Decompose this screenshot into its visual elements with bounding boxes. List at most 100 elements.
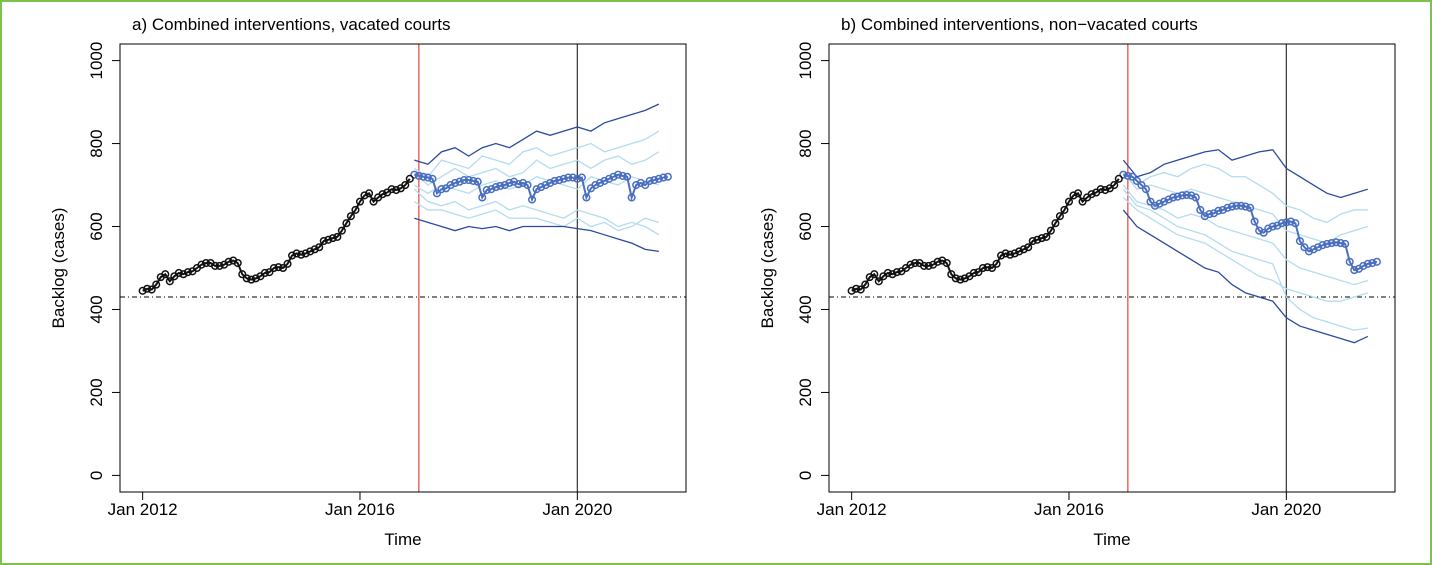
point — [947, 270, 956, 279]
point — [138, 286, 147, 295]
point — [591, 180, 600, 190]
point — [1196, 205, 1205, 214]
point — [1327, 239, 1336, 248]
point — [1218, 205, 1227, 214]
point — [1015, 247, 1024, 256]
series-line — [1122, 149, 1369, 199]
point — [1304, 247, 1314, 256]
point — [618, 171, 627, 180]
x-tick-label: Jan 2020 — [542, 500, 612, 519]
point — [1069, 191, 1078, 200]
point — [1323, 239, 1332, 248]
point — [1150, 201, 1160, 210]
y-tick-label: 0 — [87, 471, 106, 480]
series-line — [413, 151, 660, 186]
point — [269, 263, 279, 273]
point — [346, 212, 355, 221]
point — [1359, 261, 1368, 270]
x-tick-label: Jan 2020 — [1251, 500, 1321, 519]
point — [623, 172, 632, 181]
chart-title: b) Combined interventions, non−vacated c… — [841, 15, 1198, 34]
point — [1055, 212, 1064, 221]
x-tick-label: Jan 2012 — [817, 500, 887, 519]
point — [337, 226, 346, 235]
point — [1259, 228, 1268, 237]
point — [1137, 180, 1146, 190]
point — [1309, 245, 1318, 254]
series-line — [1122, 197, 1369, 302]
point — [1191, 193, 1200, 202]
point — [1318, 241, 1327, 250]
series-line — [1122, 172, 1369, 244]
point — [1119, 170, 1128, 179]
point — [546, 178, 555, 188]
point — [514, 180, 523, 189]
point — [460, 176, 469, 185]
point — [283, 259, 292, 268]
point — [956, 275, 965, 284]
point — [1173, 192, 1182, 201]
point — [233, 258, 242, 268]
point — [527, 195, 537, 204]
point — [1073, 189, 1083, 198]
point — [1227, 202, 1237, 211]
point — [1332, 238, 1341, 247]
point — [143, 284, 152, 293]
panel: a) Combined interventions, vacated court… — [49, 15, 687, 549]
point — [1336, 239, 1345, 248]
point — [559, 174, 568, 183]
point — [478, 193, 487, 202]
point — [532, 185, 541, 194]
point — [306, 247, 315, 256]
point — [437, 185, 446, 194]
y-axis-title: Backlog (cases) — [758, 208, 777, 329]
point — [1164, 195, 1173, 204]
point — [242, 274, 251, 283]
point — [301, 249, 310, 258]
point — [423, 173, 432, 182]
point — [1024, 243, 1033, 252]
series-line — [1122, 163, 1368, 224]
x-axis-title: Time — [1093, 530, 1130, 549]
point — [1110, 180, 1119, 190]
point — [274, 263, 283, 272]
point — [1019, 245, 1028, 254]
point — [469, 176, 478, 185]
point — [1123, 171, 1132, 180]
point — [215, 261, 224, 270]
y-tick-label: 800 — [796, 129, 815, 157]
point — [1087, 190, 1096, 199]
point — [627, 193, 636, 202]
point — [414, 171, 423, 180]
point — [260, 268, 269, 278]
plot-frame — [828, 43, 1396, 493]
point — [1295, 236, 1304, 246]
point — [1250, 217, 1259, 226]
chart-title: a) Combined interventions, vacated court… — [132, 15, 450, 34]
point — [1078, 197, 1087, 206]
point — [251, 274, 260, 283]
point — [1042, 232, 1051, 241]
point — [464, 176, 473, 185]
point — [1155, 199, 1164, 208]
point — [564, 173, 573, 182]
point — [1101, 185, 1110, 195]
point — [1046, 226, 1055, 235]
point — [645, 176, 654, 185]
y-tick-label: 200 — [796, 378, 815, 406]
point — [874, 277, 883, 286]
point — [351, 205, 360, 214]
point — [960, 274, 969, 283]
point — [1182, 190, 1191, 200]
point — [523, 180, 532, 190]
y-tick-label: 1000 — [796, 42, 815, 80]
point — [1372, 257, 1381, 266]
plot-frame — [119, 43, 687, 493]
point — [319, 236, 328, 246]
point — [604, 174, 614, 183]
point — [297, 250, 306, 259]
point — [165, 277, 174, 286]
y-axis-title: Backlog (cases) — [49, 208, 68, 329]
point — [942, 258, 951, 268]
